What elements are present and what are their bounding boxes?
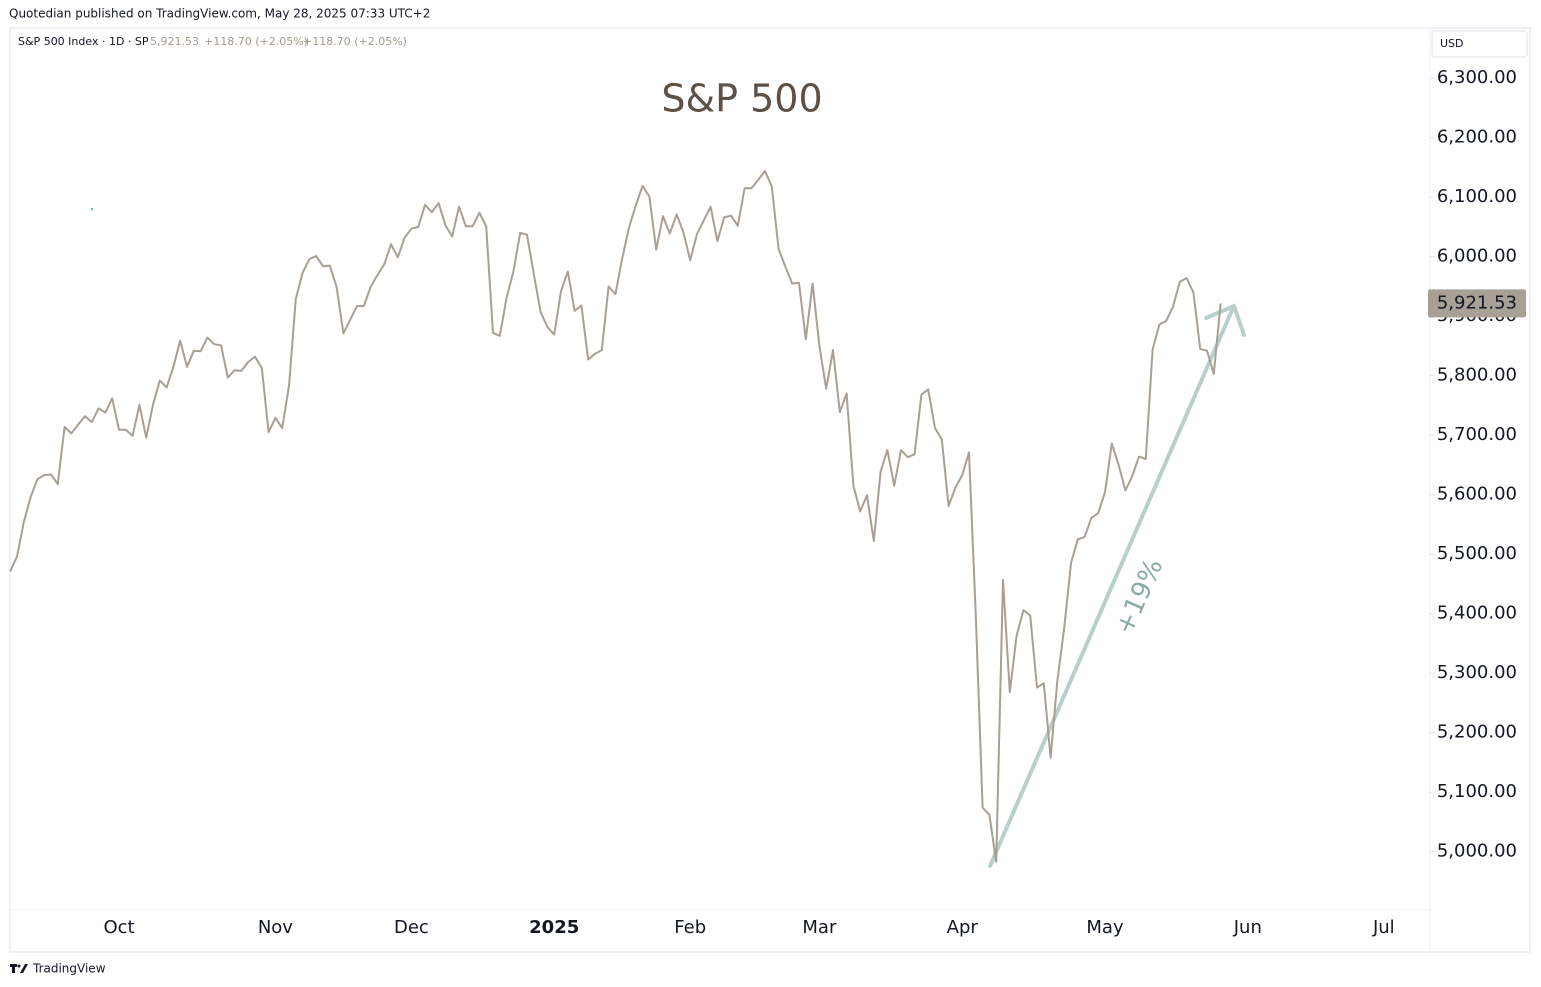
x-tick-label: Apr [947,917,979,938]
y-tick-label: 5,200.00 [1437,722,1517,743]
x-tick-label: Feb [674,917,706,938]
y-tick-label: 5,400.00 [1437,603,1517,624]
x-tick-label: Jul [1372,917,1395,938]
x-tick-label: May [1086,917,1124,938]
currency[interactable]: USD [1440,37,1464,50]
logo-part [12,964,15,973]
price-line [9,170,1222,863]
x-tick-label: Jun [1233,917,1262,938]
price: 5,921.53 [150,35,199,48]
x-tick-label: 2025 [529,917,579,938]
dot [91,208,93,210]
logo-part [20,964,28,973]
x-tick-label: Nov [258,917,293,938]
last-price-label: 5,921.53 [1437,292,1517,313]
publisher: Quotedian published on TradingView.com, … [9,7,430,21]
chart-title: S&P 500 [661,77,822,121]
last-price-tag [1428,289,1526,318]
footer: TradingView [32,962,106,976]
y-tick-label: 6,300.00 [1437,67,1517,88]
arrow [988,303,1246,868]
y-tick-label: 5,000.00 [1437,841,1517,862]
y-tick-label: 6,100.00 [1437,186,1517,207]
arrow-head [1204,303,1246,337]
change: +118.70 (+2.05%) [303,35,407,48]
change: +118.70 (+2.05%) [204,35,308,48]
y-tick-label: 6,200.00 [1437,127,1517,148]
chart-frame [9,27,1531,953]
arrow-shaft [988,306,1235,868]
footer-logo [10,964,28,973]
symbol: S&P 500 Index · 1D · SP [18,35,149,48]
currency-box[interactable] [1431,30,1528,58]
y-tick-label: 5,500.00 [1437,543,1517,564]
y-tick-label: 5,800.00 [1437,365,1517,386]
y-tick-label: 5,100.00 [1437,781,1517,802]
x-tick-label: Dec [394,917,429,938]
y-tick-label: 5,700.00 [1437,424,1517,445]
y-tick-label: 5,600.00 [1437,484,1517,505]
y-tick-label: 6,000.00 [1437,246,1517,267]
x-tick-label: Oct [103,917,134,938]
logo-part [17,964,21,968]
x-tick-label: Mar [802,917,837,938]
y-tick-label: 5,300.00 [1437,662,1517,683]
